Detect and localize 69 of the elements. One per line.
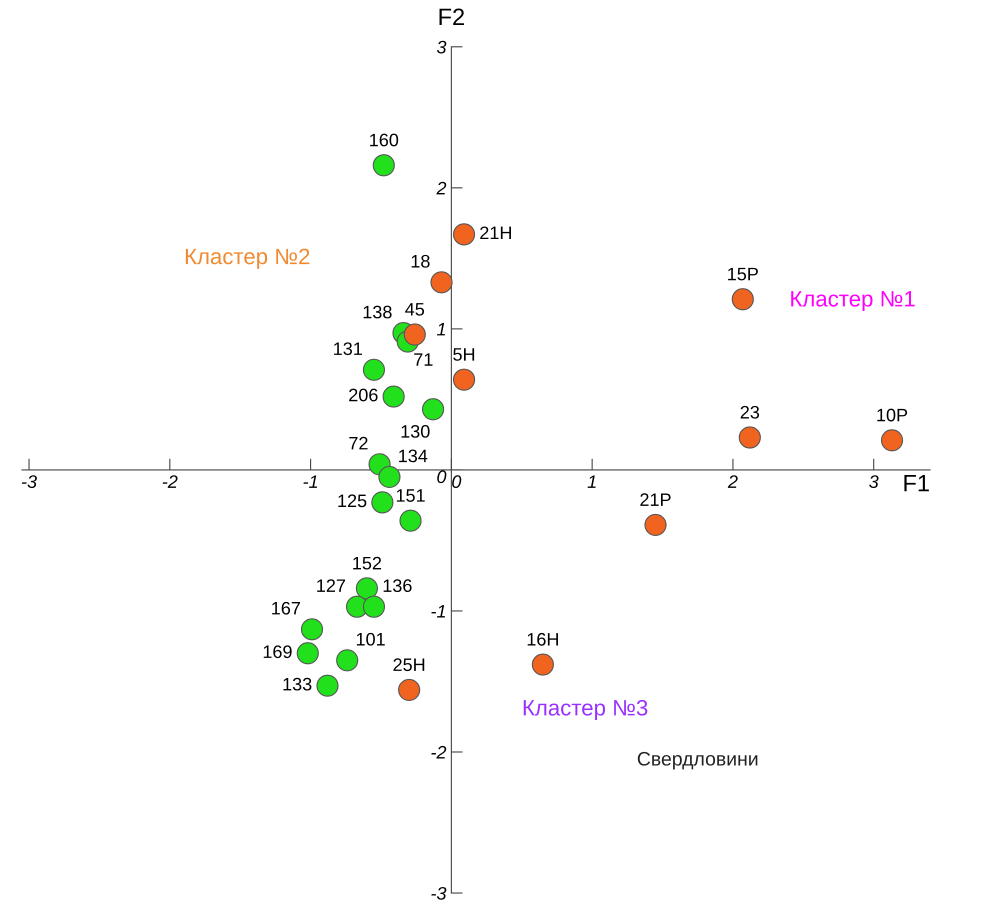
y-tick-label: -3: [431, 886, 446, 900]
annotation: 10Р: [877, 408, 908, 422]
point: [399, 510, 422, 532]
y-tick-label: 3: [436, 40, 446, 54]
annotation: Кластер №3: [524, 700, 648, 720]
x-tick-label: -3: [22, 475, 37, 488]
point: [378, 466, 401, 488]
annotation: 16Н: [528, 632, 558, 646]
annotation: 167: [272, 602, 300, 615]
annotation: 71: [414, 353, 432, 366]
annotation: 134: [399, 450, 428, 462]
annotation: 125: [338, 494, 366, 508]
point: [430, 271, 453, 294]
y-axis-title: F2: [440, 8, 464, 25]
annotation: Кластер №2: [186, 248, 310, 269]
x-tick-label: 0: [452, 475, 462, 488]
annotation: 18: [412, 254, 430, 268]
point: [404, 323, 426, 346]
point: [732, 288, 754, 310]
annotation: 15Р: [728, 268, 758, 280]
point: [644, 514, 667, 536]
annotation: 127: [317, 579, 346, 592]
annotation: 152: [353, 556, 382, 570]
y-tick-label: -2: [431, 746, 446, 759]
x-tick-label: 3: [869, 475, 879, 488]
point: [372, 154, 395, 176]
annotation: 169: [264, 645, 292, 658]
annotation: 206: [349, 388, 378, 402]
point: [362, 596, 386, 618]
annotation: 130: [402, 425, 430, 438]
annotation: 101: [356, 632, 385, 646]
annotation: 5Н: [453, 348, 474, 361]
y-tick-label: -1: [431, 605, 445, 618]
point: [362, 358, 386, 381]
annotation: 23: [740, 406, 760, 419]
point: [382, 385, 405, 408]
annotation: 21Р: [640, 493, 671, 506]
annotation: 136: [384, 579, 412, 592]
x-axis-title: F1: [904, 475, 929, 492]
x-tick-label: -1: [303, 475, 318, 488]
annotation: 151: [396, 489, 425, 502]
point: [356, 577, 378, 600]
point: [371, 491, 394, 514]
point: [398, 678, 420, 702]
annotation: Свердловини: [638, 752, 758, 770]
point: [316, 674, 339, 697]
point: [880, 429, 904, 452]
point: [300, 618, 324, 640]
annotation: 45: [405, 303, 424, 316]
annotation: 21Н: [480, 226, 511, 240]
annotation: 133: [283, 678, 312, 691]
y-tick-label: 2: [436, 182, 446, 194]
point: [532, 653, 554, 676]
x-tick-label: 2: [728, 475, 738, 488]
x-tick-label: 1: [588, 475, 596, 488]
point: [422, 398, 444, 420]
annotation: 131: [334, 342, 362, 356]
annotation: Кластер №1: [791, 291, 915, 312]
annotation: 25Н: [393, 658, 424, 672]
point: [452, 368, 476, 391]
point: [738, 426, 761, 449]
point: [336, 649, 358, 672]
y-tick-label: 1: [436, 323, 445, 336]
annotation: 138: [364, 306, 392, 318]
x-tick-label: -2: [162, 475, 178, 488]
point: [452, 223, 476, 246]
annotation: 72: [349, 436, 368, 450]
annotation: 160: [370, 134, 398, 146]
point: [296, 642, 319, 664]
